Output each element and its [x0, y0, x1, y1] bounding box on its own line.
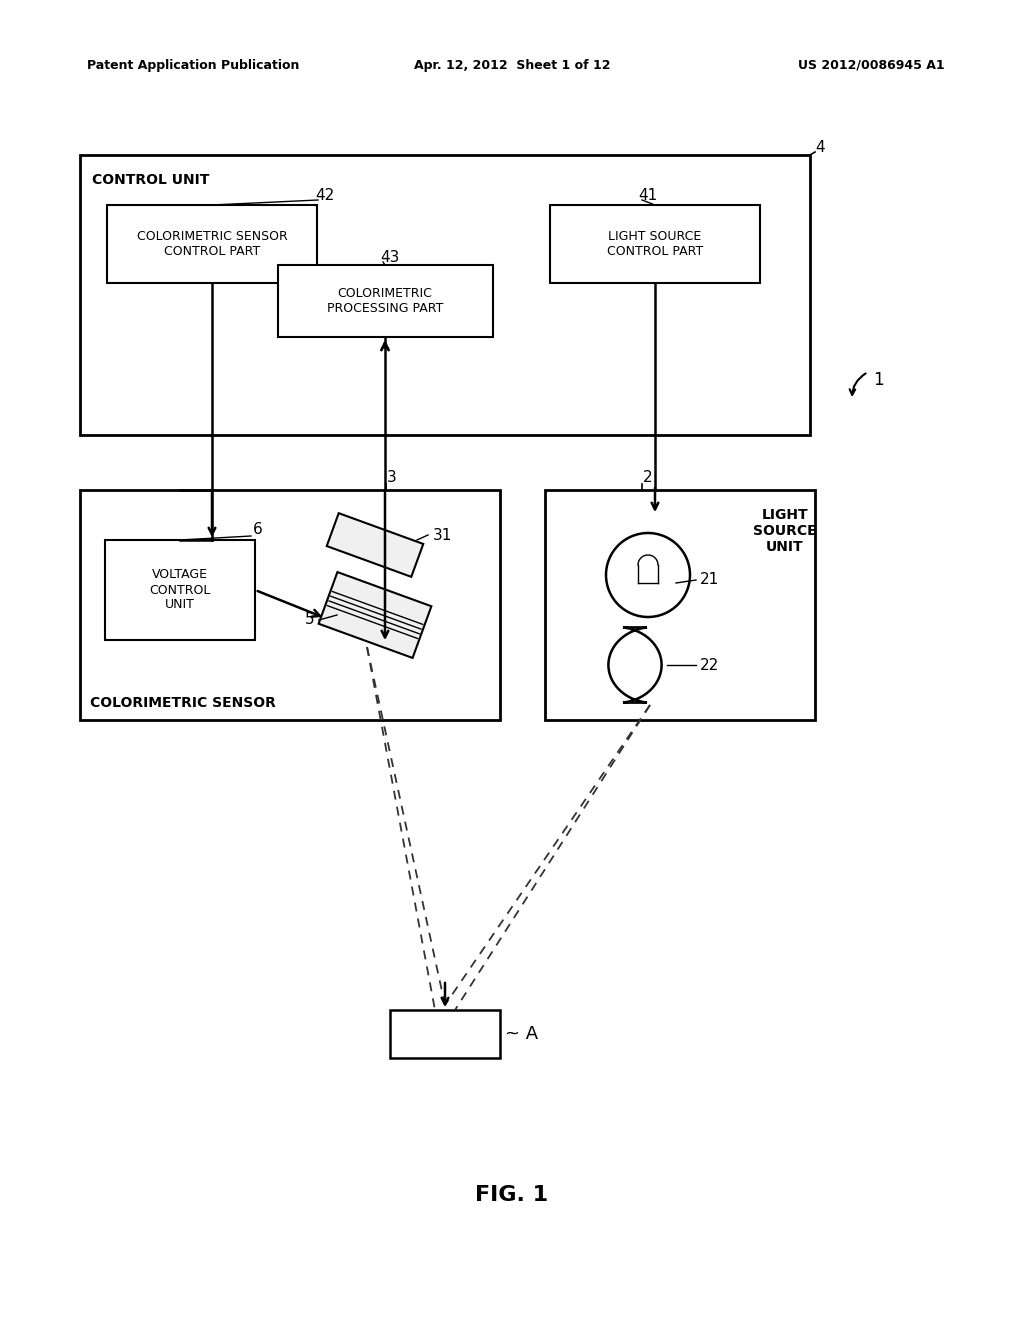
Bar	[80, 490, 500, 719]
Bar	[106, 205, 317, 282]
Polygon shape	[327, 513, 423, 577]
Polygon shape	[318, 572, 431, 657]
Text: LIGHT
SOURCE
UNIT: LIGHT SOURCE UNIT	[754, 508, 817, 554]
Text: 31: 31	[433, 528, 453, 543]
Bar	[390, 1010, 500, 1059]
Text: Apr. 12, 2012  Sheet 1 of 12: Apr. 12, 2012 Sheet 1 of 12	[414, 58, 610, 71]
Text: 5: 5	[305, 612, 315, 627]
Text: COLORIMETRIC SENSOR: COLORIMETRIC SENSOR	[90, 696, 275, 710]
Circle shape	[606, 533, 690, 616]
Bar	[278, 265, 493, 337]
Text: 4: 4	[815, 140, 824, 154]
Polygon shape	[608, 627, 662, 702]
Bar	[550, 205, 760, 282]
Text: 2: 2	[643, 470, 653, 486]
Text: 22: 22	[700, 657, 719, 672]
Text: 1: 1	[872, 371, 884, 389]
Text: 41: 41	[638, 187, 657, 202]
Bar	[80, 154, 810, 436]
Bar	[545, 490, 815, 719]
Text: 42: 42	[315, 187, 335, 202]
Text: FIG. 1: FIG. 1	[475, 1185, 549, 1205]
Text: 6: 6	[253, 523, 263, 537]
Text: COLORIMETRIC SENSOR
CONTROL PART: COLORIMETRIC SENSOR CONTROL PART	[136, 230, 288, 257]
Text: VOLTAGE
CONTROL
UNIT: VOLTAGE CONTROL UNIT	[150, 569, 211, 611]
Text: US 2012/0086945 A1: US 2012/0086945 A1	[799, 58, 945, 71]
Text: LIGHT SOURCE
CONTROL PART: LIGHT SOURCE CONTROL PART	[607, 230, 703, 257]
Bar	[105, 540, 255, 640]
Text: COLORIMETRIC
PROCESSING PART: COLORIMETRIC PROCESSING PART	[327, 286, 443, 315]
Text: CONTROL UNIT: CONTROL UNIT	[92, 173, 209, 187]
Text: 21: 21	[700, 573, 719, 587]
Text: Patent Application Publication: Patent Application Publication	[87, 58, 299, 71]
Text: 3: 3	[387, 470, 397, 486]
Text: 43: 43	[380, 249, 399, 264]
Text: ~ A: ~ A	[505, 1026, 539, 1043]
